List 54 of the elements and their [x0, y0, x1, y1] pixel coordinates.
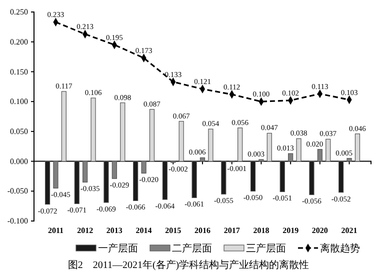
bar — [53, 160, 58, 188]
bar — [162, 160, 168, 200]
x-tick-label: 2012 — [77, 226, 94, 235]
bar — [238, 128, 243, 162]
bar — [280, 160, 285, 192]
caption: 图2 2011—2021年(各产)学科结构与产业结构的离散性 — [68, 259, 310, 271]
bar — [208, 128, 214, 162]
bar — [82, 160, 88, 182]
x-tick-label: 2015 — [165, 226, 182, 235]
y-tick-label: -0.050 — [7, 186, 28, 196]
legend-label: 二产层面 — [172, 242, 212, 254]
x-tick-label: 2018 — [253, 226, 270, 235]
bar — [104, 160, 109, 203]
bar — [61, 91, 66, 162]
bar — [296, 138, 302, 162]
bar — [112, 160, 117, 179]
bar — [326, 138, 331, 162]
x-tick-label: 2011 — [48, 226, 64, 235]
bar — [149, 109, 155, 162]
x-tick-label: 2014 — [136, 226, 152, 235]
y-tick-label: 0.250 — [10, 8, 28, 17]
bar — [141, 160, 146, 174]
bar — [266, 132, 272, 162]
bar — [90, 98, 96, 162]
bar — [120, 102, 126, 162]
bar — [133, 160, 138, 201]
bar — [354, 134, 360, 162]
bar — [346, 158, 352, 162]
bar — [338, 160, 344, 193]
y-tick-label: 0.100 — [10, 97, 28, 106]
x-tick-label: 2016 — [194, 226, 210, 235]
bar — [74, 160, 80, 204]
y-tick-label: 0.150 — [10, 67, 28, 76]
x-tick-label: 2019 — [282, 226, 299, 235]
bar — [288, 153, 294, 162]
x-tick-label: 2017 — [224, 226, 240, 235]
bar — [44, 160, 50, 205]
bar — [178, 120, 184, 162]
bar — [309, 160, 314, 196]
y-tick-label: 0.200 — [10, 37, 28, 46]
y-tick-label: 0.000 — [10, 156, 28, 166]
x-tick-label: 2020 — [312, 226, 328, 235]
x-tick-label: 2021 — [341, 226, 358, 235]
y-tick-label: -0.100 — [7, 216, 28, 226]
bar — [317, 149, 322, 162]
bar — [200, 157, 206, 162]
y-tick-label: 0.050 — [10, 126, 28, 136]
legend-label: 三产层面 — [246, 242, 286, 254]
legend-label: 离散趋势 — [320, 242, 360, 254]
legend-label: 一产层面 — [98, 242, 138, 254]
x-tick-label: 2013 — [106, 226, 122, 235]
bar — [192, 160, 197, 198]
bar — [250, 160, 256, 192]
bar — [221, 160, 226, 194]
